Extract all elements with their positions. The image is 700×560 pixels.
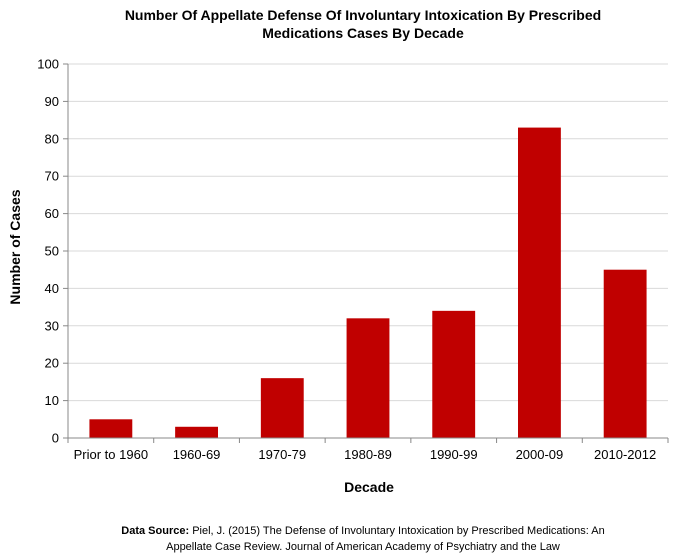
chart-title-line-2: Medications Cases By Decade [262, 25, 464, 41]
data-source-line-2: Appellate Case Review. Journal of Americ… [166, 541, 560, 553]
x-tick-label: 1960-69 [173, 447, 221, 462]
y-tick-label: 80 [45, 131, 59, 146]
chart-title-line-1: Number Of Appellate Defense Of Involunta… [125, 7, 601, 23]
bar [603, 269, 647, 438]
x-tick-label: 1980-89 [344, 447, 392, 462]
x-tick-label: Prior to 1960 [74, 447, 148, 462]
bar [260, 378, 304, 438]
bar [89, 419, 133, 438]
y-tick-label: 30 [45, 318, 59, 333]
x-tick-label: 2000-09 [516, 447, 564, 462]
y-axis-title: Number of Cases [7, 189, 23, 304]
y-tick-label: 50 [45, 244, 59, 259]
data-source-label: Data Source: [121, 525, 189, 537]
bar [346, 318, 390, 438]
data-source-text-1: Piel, J. (2015) The Defense of Involunta… [189, 525, 605, 537]
y-tick-label: 70 [45, 169, 59, 184]
x-tick-label: 1970-79 [258, 447, 306, 462]
x-axis-title: Decade [344, 479, 394, 495]
bar [175, 426, 218, 438]
y-tick-label: 0 [52, 431, 59, 446]
y-tick-label: 20 [45, 356, 59, 371]
y-tick-label: 100 [37, 57, 59, 72]
data-source-line-1: Data Source: Piel, J. (2015) The Defense… [121, 525, 604, 537]
bars [89, 127, 647, 438]
y-tick-label: 90 [45, 94, 59, 109]
bar [518, 127, 561, 438]
y-tick-labels: 0 10 20 30 40 50 60 70 80 90 100 [37, 57, 59, 446]
x-tick-label: 1990-99 [430, 447, 478, 462]
bar [432, 310, 476, 438]
x-tick-labels: Prior to 1960 1960-69 1970-79 1980-89 1990-9… [74, 447, 657, 462]
y-tick-label: 60 [45, 206, 59, 221]
axes [63, 64, 669, 443]
x-tick-label: 2010-2012 [594, 447, 656, 462]
y-tick-label: 10 [45, 393, 59, 408]
y-tick-label: 40 [45, 281, 59, 296]
